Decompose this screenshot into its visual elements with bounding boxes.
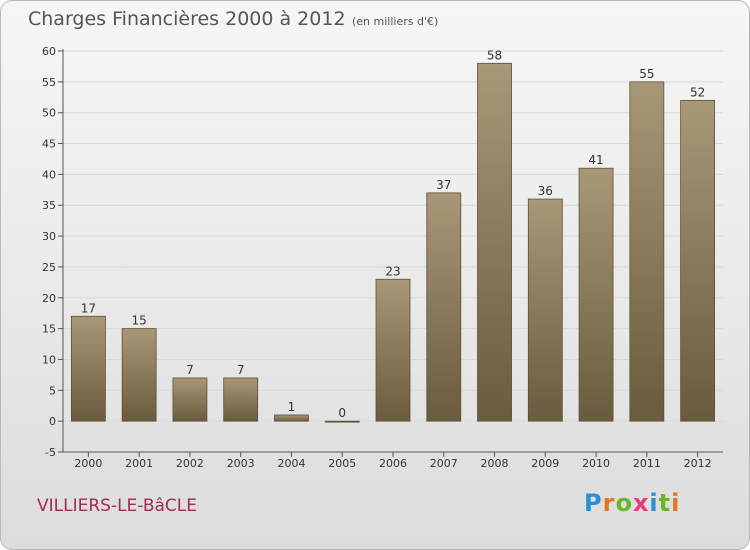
- data-label-2010: 41: [588, 153, 603, 167]
- data-label-2004: 1: [288, 400, 296, 414]
- bar-2007: [426, 192, 462, 422]
- x-tick-label: 2005: [328, 457, 356, 470]
- bar-2006: [375, 278, 411, 422]
- bars: [70, 62, 716, 423]
- x-tick-label: 2009: [531, 457, 559, 470]
- y-tick-label: 45: [42, 138, 56, 151]
- y-tick-label: 55: [42, 76, 56, 89]
- brand-letter: o: [615, 489, 633, 517]
- brand-letter: t: [658, 489, 672, 517]
- data-label-2007: 37: [436, 178, 451, 192]
- x-tick-label: 2011: [633, 457, 661, 470]
- brand-letter: x: [632, 489, 650, 517]
- bar-2004: [274, 414, 309, 422]
- bar-2001: [121, 328, 157, 422]
- data-label-2003: 7: [237, 363, 245, 377]
- data-label-2009: 36: [538, 184, 553, 198]
- bar-2008: [477, 62, 512, 422]
- y-tick-label: 15: [42, 323, 56, 336]
- y-tick-label: 50: [42, 107, 56, 120]
- brand-letter: P: [584, 489, 603, 517]
- x-tick-label: 2007: [430, 457, 458, 470]
- x-tick-label: 2010: [582, 457, 610, 470]
- y-tick-label: 30: [42, 230, 56, 243]
- brand-letter: r: [602, 489, 616, 517]
- y-tick-label: 0: [49, 415, 56, 428]
- x-tick-label: 2000: [74, 457, 102, 470]
- y-tick-label: 60: [42, 45, 56, 58]
- data-label-2006: 23: [385, 264, 400, 278]
- commune-name: VILLIERS-LE-BâCLE: [37, 496, 197, 516]
- brand-letter: i: [671, 489, 681, 517]
- y-tick-label: 25: [42, 261, 56, 274]
- x-tick-label: 2012: [684, 457, 712, 470]
- bar-2002: [172, 377, 208, 422]
- proxiti-logo[interactable]: Proxiti: [584, 489, 680, 517]
- x-tick-label: 2003: [227, 457, 255, 470]
- bar-2011: [629, 81, 665, 422]
- data-label-2011: 55: [639, 67, 654, 81]
- x-tick-label: 2006: [379, 457, 407, 470]
- brand-letter: i: [649, 489, 659, 517]
- bar-2005: [324, 420, 360, 423]
- y-tick-label: 35: [42, 199, 56, 212]
- chart-title: Charges Financières 2000 à 2012: [28, 8, 346, 30]
- data-label-2001: 15: [132, 314, 147, 328]
- data-label-2005: 0: [338, 406, 346, 420]
- bar-2000: [70, 315, 106, 422]
- x-tick-label: 2002: [176, 457, 204, 470]
- y-tick-label: 10: [42, 353, 56, 366]
- data-label-2000: 17: [81, 301, 96, 315]
- x-tick-label: 2008: [481, 457, 509, 470]
- data-labels: 17 15 7 7 1 0 23 37 58 36 41 55 52: [81, 48, 706, 420]
- y-tick-label: 40: [42, 168, 56, 181]
- data-label-2002: 7: [186, 363, 194, 377]
- bar-2010: [578, 167, 614, 422]
- x-tick-label: 2004: [277, 457, 305, 470]
- y-tick-label: 5: [49, 384, 56, 397]
- bar-2009: [527, 198, 563, 422]
- y-tick-label: -5: [45, 446, 56, 459]
- bar-2003: [223, 377, 259, 422]
- data-label-2012: 52: [690, 85, 705, 99]
- y-tick-label: 20: [42, 292, 56, 305]
- bar-2012: [680, 99, 716, 422]
- x-tick-label: 2001: [125, 457, 153, 470]
- chart-subtitle: (en milliers d'€): [352, 15, 439, 28]
- data-label-2008: 58: [487, 48, 502, 62]
